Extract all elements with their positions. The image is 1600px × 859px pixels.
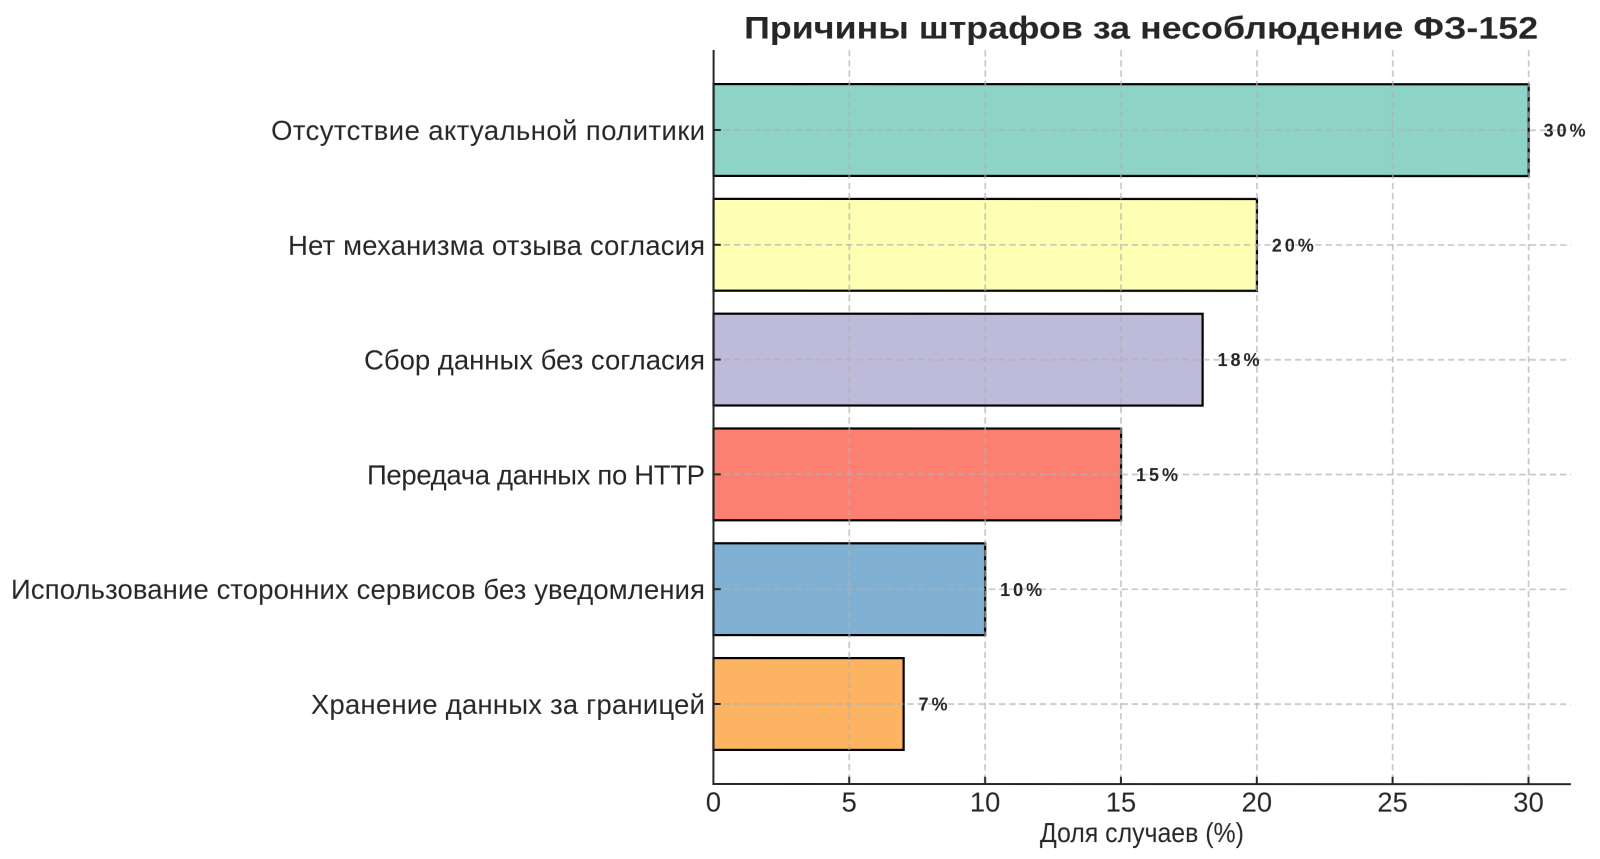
svg-text:Хранение данных за границей: Хранение данных за границей xyxy=(311,689,705,720)
svg-text:Причины штрафов за несоблюдени: Причины штрафов за несоблюдение ФЗ-152 xyxy=(744,9,1538,45)
svg-text:30: 30 xyxy=(1513,787,1544,818)
svg-text:30%: 30% xyxy=(1544,121,1586,141)
svg-text:15%: 15% xyxy=(1136,465,1178,485)
svg-text:18%: 18% xyxy=(1218,350,1260,370)
svg-text:10: 10 xyxy=(970,787,1001,818)
svg-text:Нет механизма отзыва согласия: Нет механизма отзыва согласия xyxy=(288,230,705,261)
svg-text:20%: 20% xyxy=(1272,236,1314,256)
svg-text:15: 15 xyxy=(1106,787,1137,818)
svg-text:Передача данных по HTTP: Передача данных по HTTP xyxy=(367,459,705,490)
svg-text:5: 5 xyxy=(842,787,857,818)
svg-text:10%: 10% xyxy=(1000,580,1042,600)
svg-text:Использование сторонних сервис: Использование сторонних сервисов без уве… xyxy=(11,574,705,605)
svg-text:7%: 7% xyxy=(919,695,948,715)
svg-text:Доля случаев (%): Доля случаев (%) xyxy=(1040,817,1244,848)
svg-text:0: 0 xyxy=(706,786,721,817)
svg-text:25: 25 xyxy=(1377,787,1408,818)
svg-text:Сбор данных без согласия: Сбор данных без согласия xyxy=(364,344,705,375)
svg-text:20: 20 xyxy=(1242,787,1273,818)
svg-text:Отсутствие актуальной политики: Отсутствие актуальной политики xyxy=(271,115,705,146)
